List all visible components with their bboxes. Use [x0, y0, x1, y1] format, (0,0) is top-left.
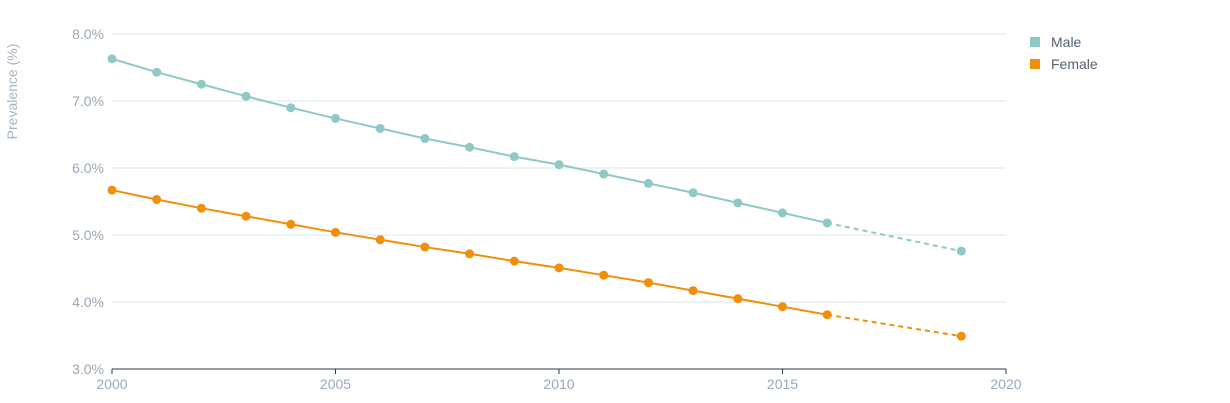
x-tick-label: 2010	[543, 376, 574, 392]
male-point	[599, 169, 609, 179]
y-tick-label: 7.0%	[72, 93, 104, 109]
y-tick-label: 8.0%	[72, 26, 104, 42]
x-tick-label: 2005	[320, 376, 351, 392]
male-point	[107, 54, 117, 64]
female-point	[420, 242, 430, 252]
y-tick-label: 5.0%	[72, 227, 104, 243]
male-point	[286, 103, 296, 113]
x-tick-label: 2000	[96, 376, 127, 392]
legend-label-male: Male	[1051, 34, 1082, 50]
male-point	[778, 208, 787, 218]
male-point	[509, 152, 519, 162]
male-point	[152, 67, 162, 77]
male-point	[733, 198, 743, 208]
series-layer	[107, 54, 966, 341]
female-point	[241, 211, 251, 221]
axes: 3.0% 4.0% 5.0% 6.0% 7.0% 8.0% 2000 2005 2010 2015…	[72, 26, 1022, 392]
y-tick-label: 6.0%	[72, 160, 104, 176]
male-point	[554, 160, 564, 170]
male-point	[375, 123, 385, 133]
series-male	[107, 54, 966, 256]
y-tick-label: 3.0%	[72, 361, 104, 377]
male-point	[420, 134, 430, 144]
male-point	[465, 142, 475, 152]
legend-label-female: Female	[1051, 56, 1098, 72]
legend: Male Female	[1030, 34, 1098, 72]
female-point	[286, 219, 296, 229]
male-point	[643, 178, 653, 188]
female-projection-line	[827, 313, 962, 338]
male-line	[111, 57, 828, 224]
male-projection-line	[826, 221, 962, 253]
female-point	[107, 185, 117, 195]
female-point	[465, 249, 475, 259]
x-tick-label: 2020	[990, 376, 1021, 392]
female-projection-point	[956, 331, 966, 341]
female-point	[778, 302, 787, 312]
female-point	[152, 194, 162, 204]
y-axis-title: Prevalence (%)	[4, 44, 20, 140]
legend-swatch-female	[1030, 59, 1040, 69]
series-female	[107, 185, 966, 341]
x-tick-label: 2015	[767, 376, 798, 392]
y-tick-label: 4.0%	[72, 294, 104, 310]
female-point	[331, 227, 340, 237]
female-point	[733, 294, 743, 304]
male-point	[688, 188, 698, 198]
female-point	[196, 203, 206, 213]
female-point	[375, 235, 385, 245]
female-point	[554, 263, 564, 273]
male-projection-point	[956, 246, 966, 256]
female-point	[643, 278, 653, 288]
female-point	[688, 286, 698, 296]
female-point	[599, 270, 609, 280]
male-point	[241, 91, 251, 101]
legend-swatch-male	[1030, 37, 1040, 47]
male-point	[196, 79, 206, 89]
female-point	[509, 256, 519, 266]
female-point	[822, 310, 832, 320]
male-point	[822, 218, 832, 228]
male-point	[331, 113, 340, 123]
